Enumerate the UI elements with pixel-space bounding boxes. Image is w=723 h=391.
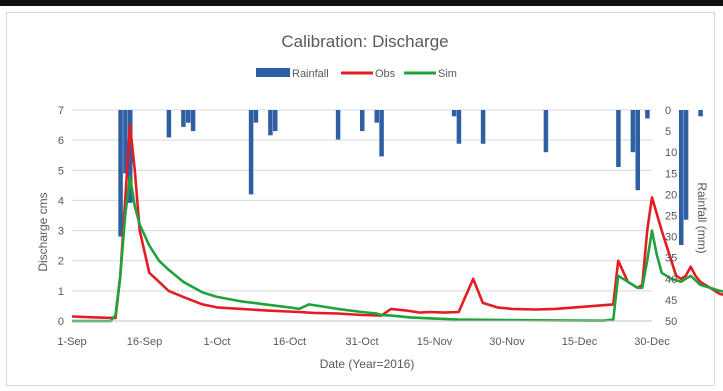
rainfall-bars xyxy=(118,110,703,246)
y-tick-label: 1 xyxy=(58,286,64,298)
rainfall-bar xyxy=(679,110,684,246)
sim-series-line xyxy=(72,175,723,323)
y2-tick-label: 15 xyxy=(665,168,677,180)
rainfall-bar xyxy=(128,110,133,203)
rainfall-bar xyxy=(273,110,278,132)
y-tick-label: 2 xyxy=(58,256,64,268)
rainfall-bar xyxy=(683,110,689,220)
legend-rainfall-swatch xyxy=(256,68,290,77)
legend: Rainfall Obs Sim xyxy=(256,68,457,80)
rainfall-bar xyxy=(118,110,123,237)
y2-tick-label: 40 xyxy=(665,274,677,286)
y2-tick-label: 35 xyxy=(665,253,677,265)
rainfall-bar xyxy=(123,110,128,174)
y2-tick-label: 50 xyxy=(665,316,677,328)
x-tick-label: 15-Nov xyxy=(417,336,453,348)
y2-tick-label: 0 xyxy=(665,105,671,117)
y2-tick-label: 25 xyxy=(665,211,677,223)
rainfall-bar xyxy=(253,110,259,123)
rainfall-bar xyxy=(451,110,457,117)
rainfall-bar xyxy=(360,110,365,132)
x-tick-labels: 1-Sep 16-Sep 1-Oct 16-Oct 31-Oct 15-Nov 30-Nov… xyxy=(57,336,670,348)
rainfall-bar xyxy=(190,110,196,132)
rainfall-bar xyxy=(645,110,650,119)
legend-obs-label: Obs xyxy=(375,68,396,80)
rainfall-bar xyxy=(616,110,621,167)
y-tick-label: 5 xyxy=(58,165,64,177)
y2-tick-label: 30 xyxy=(665,232,677,244)
rainfall-bar xyxy=(374,110,379,123)
x-tick-label: 16-Oct xyxy=(273,336,306,348)
x-tick-label: 16-Sep xyxy=(127,336,162,348)
x-tick-label: 1-Sep xyxy=(57,336,86,348)
x-tick-label: 30-Nov xyxy=(489,336,525,348)
rainfall-bar xyxy=(166,110,172,138)
discharge-lines xyxy=(71,123,723,323)
x-tick-label: 30-Dec xyxy=(634,336,670,348)
rainfall-bar xyxy=(630,110,636,153)
top-border xyxy=(0,0,723,6)
gridlines xyxy=(72,109,652,322)
y2-axis-label: Rainfall (mm) xyxy=(695,182,709,253)
rainfall-bar xyxy=(268,110,273,136)
rainfall-bar xyxy=(335,110,341,140)
x-tick-label: 1-Oct xyxy=(204,336,231,348)
y2-tick-label: 20 xyxy=(665,189,677,201)
y-tick-label: 7 xyxy=(58,105,64,117)
rainfall-bar xyxy=(635,110,640,191)
x-tick-label: 15-Dec xyxy=(562,336,598,348)
rainfall-bar xyxy=(186,110,191,123)
y-tick-label: 6 xyxy=(58,135,64,147)
y-tick-label: 0 xyxy=(58,316,64,328)
rainfall-bar xyxy=(181,110,186,127)
y2-tick-label: 45 xyxy=(665,295,677,307)
obs-series-line xyxy=(71,123,723,320)
rainfall-bar xyxy=(480,110,486,144)
x-tick-label: 31-Oct xyxy=(345,336,378,348)
rainfall-bar xyxy=(543,110,549,153)
legend-sim-label: Sim xyxy=(438,68,457,80)
rainfall-bar xyxy=(698,110,703,117)
y-tick-labels: 0 1 2 3 4 5 6 7 xyxy=(58,105,64,328)
rainfall-bar xyxy=(379,110,384,157)
y2-tick-label: 5 xyxy=(665,126,671,138)
rainfall-bar xyxy=(248,110,254,195)
chart-title: Calibration: Discharge xyxy=(281,32,448,51)
legend-rainfall-label: Rainfall xyxy=(292,68,329,80)
y-tick-label: 3 xyxy=(58,226,64,238)
y-tick-label: 4 xyxy=(58,195,64,207)
y2-tick-label: 10 xyxy=(665,147,677,159)
y2-tick-labels: 0 5 10 15 20 25 30 35 40 45 50 xyxy=(665,105,677,328)
y-axis-label: Discharge cms xyxy=(36,192,50,271)
x-axis-label: Date (Year=2016) xyxy=(320,357,415,371)
rainfall-bar xyxy=(456,110,462,144)
